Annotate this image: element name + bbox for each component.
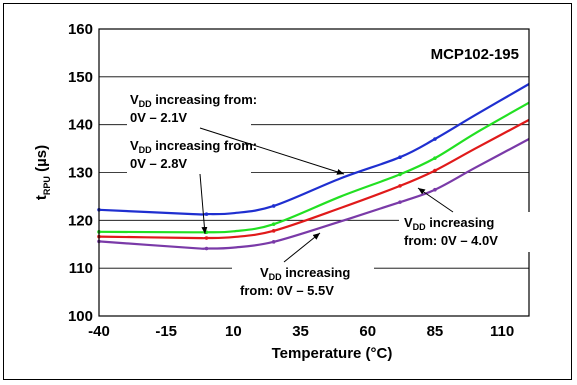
annotation-4-0v-v: V bbox=[404, 215, 413, 230]
chart-title: MCP102-195 bbox=[431, 46, 519, 63]
series-3-point bbox=[271, 229, 276, 233]
series-1-point bbox=[204, 212, 209, 216]
series-2-point bbox=[271, 222, 276, 226]
annotation-4-0v-line2: from: 0V – 4.0V bbox=[404, 233, 498, 248]
y-axis-title-unit: (µs) bbox=[33, 145, 50, 176]
x-tick-60: 60 bbox=[359, 323, 376, 340]
annotation-5-5v-line2: from: 0V – 5.5V bbox=[240, 283, 334, 298]
series-1-point bbox=[271, 204, 276, 208]
y-axis-title-main: t bbox=[33, 195, 50, 200]
arrow-2-8v bbox=[199, 173, 208, 235]
y-tick-150: 150 bbox=[68, 69, 93, 86]
series-3-point bbox=[433, 168, 437, 173]
series-4-point bbox=[204, 246, 209, 251]
svg-text:VDD increasing: VDD increasing bbox=[404, 215, 494, 232]
annotation-2-8v-sub: DD bbox=[139, 145, 152, 155]
series-3-point bbox=[398, 184, 402, 188]
series-line-3 bbox=[98, 118, 530, 240]
annotation-2-8v: VDD increasing from: 0V – 2.8V bbox=[127, 136, 257, 174]
arrow-2-1v bbox=[199, 127, 345, 175]
chart-frame: 100 110 120 130 140 150 160 -40 -15 10 35 60 85 110 … bbox=[3, 3, 572, 380]
svg-text:VDD increasing: VDD increasing bbox=[260, 265, 350, 282]
series-4-point bbox=[433, 187, 437, 192]
svg-text:VDD increasing from:: VDD increasing from: bbox=[130, 138, 257, 155]
annotation-5-5v-v: V bbox=[260, 265, 269, 280]
annotation-2-1v-v: V bbox=[130, 92, 139, 107]
annotation-2-1v-rest: increasing from: bbox=[152, 92, 257, 107]
series-2-point bbox=[433, 156, 437, 160]
annotation-5-5v: VDD increasing from: 0V – 5.5V bbox=[232, 262, 374, 302]
x-tick-labels: -40 -15 10 35 60 85 110 bbox=[88, 323, 514, 340]
annotation-2-8v-rest: increasing from: bbox=[152, 138, 257, 153]
annotation-2-8v-line2: 0V – 2.8V bbox=[130, 156, 187, 171]
x-tick-10: 10 bbox=[225, 323, 242, 340]
series-1-point bbox=[433, 137, 437, 141]
x-tick-85: 85 bbox=[427, 323, 444, 340]
y-axis-title-sub: RPU bbox=[42, 176, 52, 195]
y-tick-130: 130 bbox=[68, 165, 93, 182]
y-tick-120: 120 bbox=[68, 212, 93, 229]
annotation-4-0v-sub: DD bbox=[413, 222, 426, 232]
series-line-1 bbox=[98, 83, 530, 216]
y-tick-140: 140 bbox=[68, 117, 93, 134]
annotation-5-5v-sub: DD bbox=[269, 272, 282, 282]
series-1-point bbox=[398, 155, 402, 159]
series-4-point bbox=[398, 200, 402, 204]
annotation-5-5v-rest: increasing bbox=[282, 265, 351, 280]
y-tick-110: 110 bbox=[69, 260, 93, 277]
y-tick-100: 100 bbox=[68, 308, 93, 325]
annotation-2-8v-v: V bbox=[130, 138, 139, 153]
series-line-4 bbox=[98, 138, 530, 250]
y-tick-160: 160 bbox=[68, 21, 93, 38]
x-tick-110: 110 bbox=[490, 323, 514, 340]
x-tick--40: -40 bbox=[88, 323, 110, 340]
series-3-point bbox=[204, 236, 209, 240]
y-axis-title: tRPU (µs) bbox=[33, 145, 52, 200]
plot-border bbox=[98, 28, 530, 317]
series-2-point bbox=[398, 172, 402, 177]
y-tick-labels: 100 110 120 130 140 150 160 bbox=[68, 21, 93, 325]
annotation-4-0v: VDD increasing from: 0V – 4.0V bbox=[399, 212, 535, 252]
annotation-2-1v-sub: DD bbox=[139, 99, 152, 109]
annotations: VDD increasing from: 0V – 2.1V VDD incre… bbox=[127, 90, 535, 302]
svg-text:VDD increasing from:: VDD increasing from: bbox=[130, 92, 257, 109]
x-tick--15: -15 bbox=[155, 323, 177, 340]
arrow-5-5v bbox=[283, 232, 321, 263]
annotation-2-1v: VDD increasing from: 0V – 2.1V bbox=[127, 90, 257, 128]
x-axis-title: Temperature (°C) bbox=[272, 345, 393, 362]
annotation-4-0v-rest: increasing bbox=[426, 215, 495, 230]
series-4-point bbox=[271, 240, 276, 244]
annotation-2-1v-line2: 0V – 2.1V bbox=[130, 110, 187, 125]
x-tick-35: 35 bbox=[292, 323, 309, 340]
arrow-4-0v bbox=[417, 187, 454, 213]
